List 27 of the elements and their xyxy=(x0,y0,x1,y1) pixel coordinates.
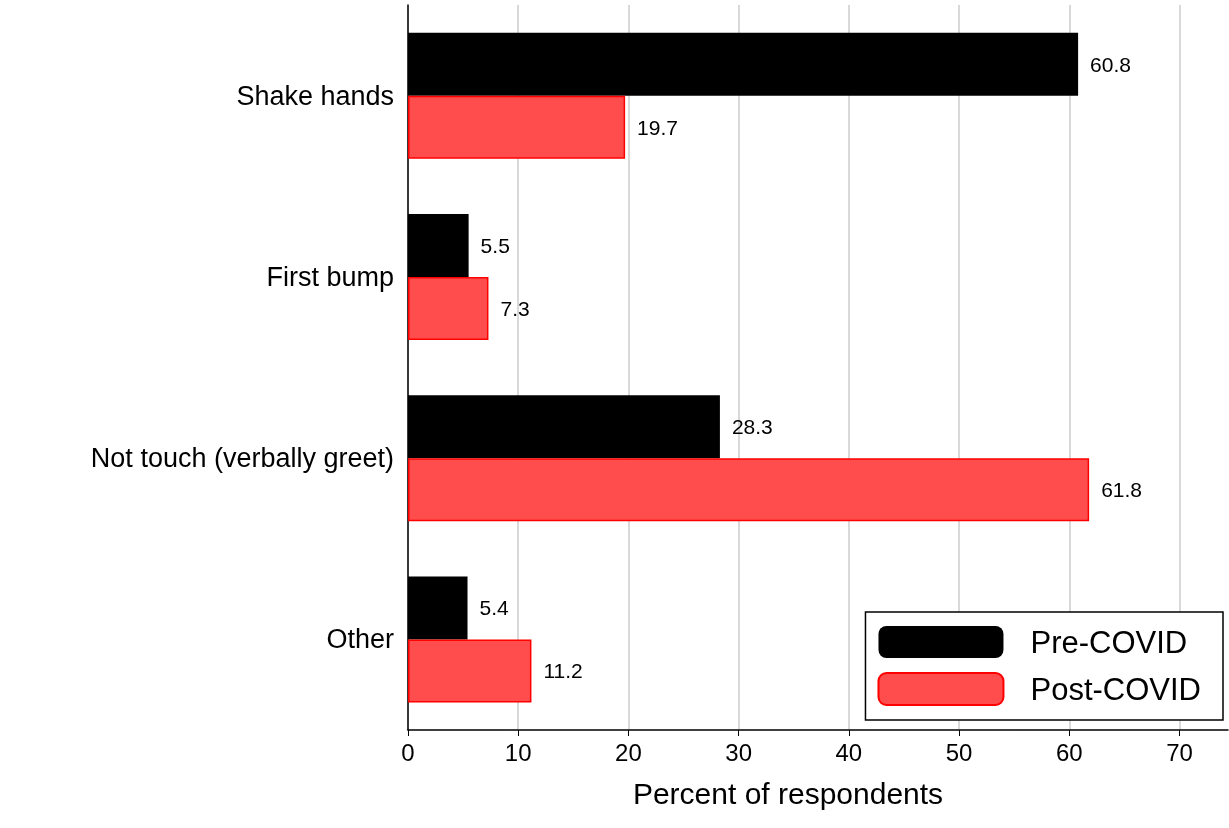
x-tick-label: 30 xyxy=(725,738,752,766)
bar xyxy=(408,639,532,703)
data-label: 19.7 xyxy=(637,115,678,139)
data-label: 7.3 xyxy=(500,296,530,320)
legend-label: Pre-COVID xyxy=(1030,624,1188,660)
data-label: 60.8 xyxy=(1090,52,1131,76)
x-tick-label: 20 xyxy=(615,738,642,766)
y-tick-label: Shake hands xyxy=(236,80,394,111)
x-tick-label: 70 xyxy=(1166,738,1193,766)
data-label: 5.5 xyxy=(480,233,510,257)
y-tick-label: Other xyxy=(326,624,394,655)
data-label: 61.8 xyxy=(1101,478,1142,502)
bar xyxy=(408,458,1090,522)
x-axis-title: Percent of respondents xyxy=(632,776,944,810)
data-label: 5.4 xyxy=(479,596,510,620)
y-tick-label: First bump xyxy=(266,261,394,292)
x-tick-label: 0 xyxy=(401,738,415,766)
x-tick-label: 50 xyxy=(945,738,973,766)
bar xyxy=(408,276,489,340)
x-tick-label: 60 xyxy=(1055,738,1083,766)
data-label: 28.3 xyxy=(731,415,773,439)
bar xyxy=(408,95,626,159)
x-tick-label: 10 xyxy=(504,738,532,766)
legend-label: Post-COVID xyxy=(1030,671,1201,707)
data-label: 11.2 xyxy=(543,659,583,683)
x-tick-label: 40 xyxy=(835,738,863,766)
y-tick-label: Not touch (verbally greet) xyxy=(90,443,394,474)
